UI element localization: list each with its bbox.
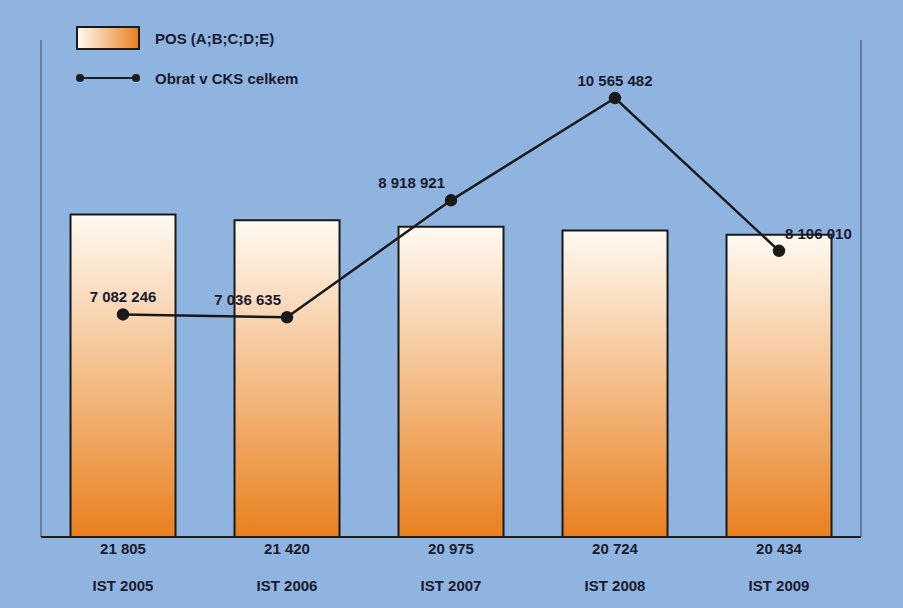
html-text:Obrat v CKS celkem: Obrat v CKS celkem [155, 69, 299, 87]
svg-text:8 918 921: 8 918 921 [378, 174, 445, 191]
svg-text:21 420: 21 420 [264, 540, 310, 557]
svg-text:7 036 635: 7 036 635 [214, 291, 281, 308]
svg-text:IST 2006: IST 2006 [257, 577, 318, 594]
svg-text:10 565 482: 10 565 482 [577, 72, 652, 89]
svg-text:7 082 246: 7 082 246 [90, 288, 157, 305]
svg-text:IST 2008: IST 2008 [585, 577, 646, 594]
svg-text:8 106 010: 8 106 010 [785, 225, 852, 242]
html-text:POS (A;B;C;D;E): POS (A;B;C;D;E) [155, 29, 275, 47]
svg-text:20 434: 20 434 [756, 540, 803, 557]
svg-text:21 805: 21 805 [100, 540, 146, 557]
svg-text:IST 2009: IST 2009 [749, 577, 810, 594]
svg-text:20 724: 20 724 [592, 540, 639, 557]
svg-text:20 975: 20 975 [428, 540, 474, 557]
svg-text:IST 2005: IST 2005 [93, 577, 154, 594]
svg-text:IST 2007: IST 2007 [421, 577, 482, 594]
